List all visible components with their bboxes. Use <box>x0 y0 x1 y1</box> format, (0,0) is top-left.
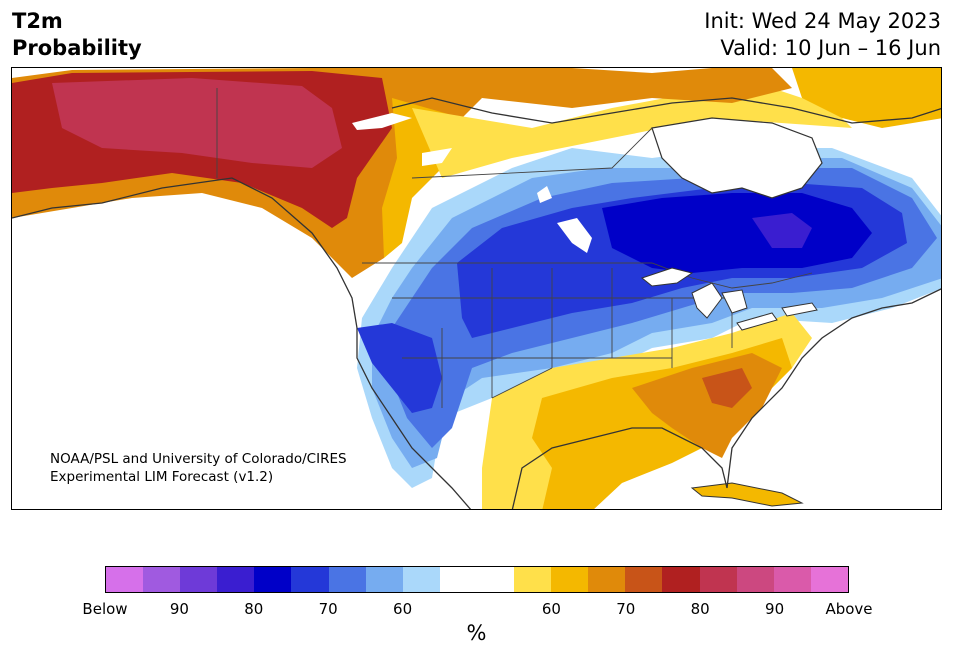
map-canvas <box>12 68 941 509</box>
region-arctic-yellow <box>792 68 941 128</box>
region-arctic-orange <box>352 68 792 108</box>
colorbar-tick: 70 <box>616 600 636 618</box>
data-credit: NOAA/PSL and University of Colorado/CIRE… <box>50 450 347 486</box>
forecast-map: NOAA/PSL and University of Colorado/CIRE… <box>11 67 942 510</box>
coastlines <box>12 97 941 509</box>
colorbar-segment <box>106 567 144 592</box>
credit-line-1: NOAA/PSL and University of Colorado/CIRE… <box>50 451 347 467</box>
hudson-bay <box>651 117 823 199</box>
credit-line-2: Experimental LIM Forecast (v1.2) <box>50 469 274 485</box>
colorbar-segment <box>773 567 811 592</box>
colorbar-segment <box>662 567 700 592</box>
colorbar-tick: 60 <box>393 600 413 618</box>
region-alaska-core <box>52 78 342 168</box>
colorbar-tick: 90 <box>169 600 189 618</box>
colorbar-segment <box>625 567 663 592</box>
region-carolina-red <box>702 368 752 408</box>
title-type: Probability <box>12 36 142 60</box>
region-southwest-darkblue <box>357 323 442 413</box>
colorbar-tick: 90 <box>765 600 785 618</box>
region-hudson-violet <box>752 213 812 248</box>
colorbar-segment <box>217 567 255 592</box>
great-lakes <box>640 267 818 331</box>
colorbar-segment <box>254 567 292 592</box>
colorbar-tick: Below <box>82 600 128 618</box>
colorbar-tick: 80 <box>244 600 264 618</box>
colorbar-segment <box>514 567 552 592</box>
colorbar-unit: % <box>466 621 487 645</box>
colorbar-tick: 70 <box>318 600 338 618</box>
canadian-lakes <box>352 113 592 253</box>
init-date: Init: Wed 24 May 2023 <box>704 9 941 33</box>
colorbar-segment <box>365 567 403 592</box>
cuba <box>690 482 804 507</box>
colorbar-tick: 60 <box>541 600 561 618</box>
colorbar-segment <box>328 567 366 592</box>
colorbar-segment <box>551 567 589 592</box>
colorbar-segment <box>588 567 626 592</box>
colorbar-segment <box>439 567 477 592</box>
colorbar-segment <box>180 567 218 592</box>
colorbar-segment <box>736 567 774 592</box>
title-variable: T2m <box>12 9 63 33</box>
colorbar-segment <box>402 567 440 592</box>
region-canada-yellow <box>412 88 852 178</box>
region-greatlakes-deepblue <box>602 193 872 273</box>
map-title: T2m Probability <box>12 8 142 62</box>
date-info: Init: Wed 24 May 2023 Valid: 10 Jun – 16… <box>704 8 941 62</box>
colorbar-tick: 80 <box>690 600 710 618</box>
colorbar-tick: Above <box>825 600 873 618</box>
colorbar-segment <box>143 567 181 592</box>
colorbar-segment <box>699 567 737 592</box>
colorbar-tick-labels: Below 90 80 70 60 60 70 80 90 Above <box>82 600 872 620</box>
colorbar-segment <box>810 567 848 592</box>
valid-range: Valid: 10 Jun – 16 Jun <box>720 36 941 60</box>
colorbar-segment <box>476 567 515 592</box>
probability-colorbar <box>105 566 849 593</box>
colorbar-segment <box>291 567 329 592</box>
